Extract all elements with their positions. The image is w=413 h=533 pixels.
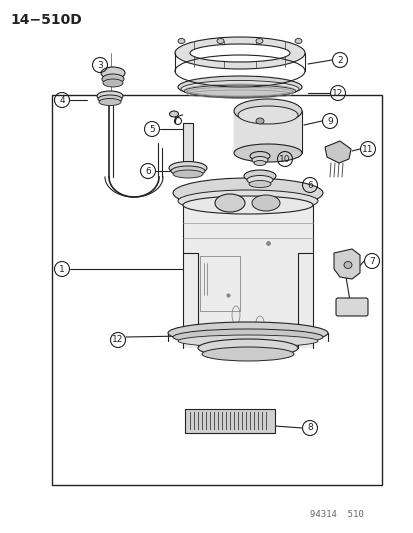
Ellipse shape (214, 194, 244, 212)
Text: 9: 9 (326, 117, 332, 125)
Text: 14−510D: 14−510D (10, 13, 81, 27)
Text: 1: 1 (59, 264, 65, 273)
Bar (233, 111, 301, 153)
Text: 4: 4 (59, 95, 65, 104)
Ellipse shape (243, 170, 275, 182)
Ellipse shape (175, 37, 304, 69)
Ellipse shape (173, 170, 202, 178)
Ellipse shape (103, 79, 123, 87)
Ellipse shape (183, 85, 295, 97)
Bar (183, 205, 312, 348)
Bar (233, 412, 234, 430)
Ellipse shape (255, 118, 263, 124)
Ellipse shape (168, 322, 327, 344)
Bar (202, 412, 203, 430)
Ellipse shape (233, 144, 301, 162)
Bar (190, 412, 191, 430)
Ellipse shape (254, 160, 266, 166)
Ellipse shape (171, 166, 204, 176)
Text: 12: 12 (112, 335, 123, 344)
Bar (197, 412, 198, 430)
Polygon shape (333, 249, 359, 279)
Ellipse shape (178, 76, 301, 98)
Bar (185, 409, 274, 433)
Text: 3: 3 (97, 61, 102, 69)
Ellipse shape (190, 44, 289, 62)
Ellipse shape (183, 196, 312, 214)
Bar (194, 412, 195, 430)
Ellipse shape (252, 195, 279, 211)
Ellipse shape (169, 161, 206, 174)
Text: 6: 6 (145, 166, 150, 175)
Bar (214, 412, 215, 430)
Ellipse shape (101, 67, 125, 79)
Ellipse shape (178, 190, 317, 212)
Ellipse shape (294, 38, 301, 44)
Ellipse shape (180, 80, 298, 98)
Ellipse shape (248, 181, 271, 188)
Ellipse shape (343, 262, 351, 269)
Ellipse shape (202, 347, 293, 361)
Bar (245, 412, 246, 430)
Text: 11: 11 (361, 144, 373, 154)
Text: 94314  510: 94314 510 (309, 510, 363, 519)
Bar (237, 412, 239, 430)
Ellipse shape (178, 38, 185, 44)
Text: 12: 12 (332, 88, 343, 98)
Ellipse shape (252, 157, 267, 164)
Bar (225, 412, 227, 430)
Ellipse shape (173, 178, 322, 208)
Ellipse shape (233, 99, 301, 123)
Text: 5: 5 (149, 125, 154, 133)
Bar (52, 95, 381, 485)
Bar (209, 412, 210, 430)
Ellipse shape (216, 38, 223, 44)
Bar (183, 123, 192, 165)
Text: 10: 10 (279, 155, 290, 164)
Ellipse shape (197, 339, 297, 357)
Ellipse shape (255, 38, 262, 44)
Ellipse shape (97, 91, 123, 101)
Bar (249, 412, 251, 430)
Ellipse shape (173, 329, 322, 345)
Text: 7: 7 (368, 256, 374, 265)
Ellipse shape (98, 95, 122, 103)
Ellipse shape (237, 106, 297, 124)
Bar (221, 412, 222, 430)
Ellipse shape (178, 335, 317, 347)
Ellipse shape (249, 151, 269, 160)
Ellipse shape (247, 175, 272, 184)
FancyBboxPatch shape (335, 298, 367, 316)
Ellipse shape (102, 74, 124, 84)
Ellipse shape (99, 99, 121, 106)
Ellipse shape (169, 111, 178, 117)
Text: 8: 8 (306, 424, 312, 432)
Text: 2: 2 (336, 55, 342, 64)
Bar (261, 412, 263, 430)
Polygon shape (324, 141, 350, 163)
Bar (257, 412, 258, 430)
Text: 6: 6 (306, 181, 312, 190)
